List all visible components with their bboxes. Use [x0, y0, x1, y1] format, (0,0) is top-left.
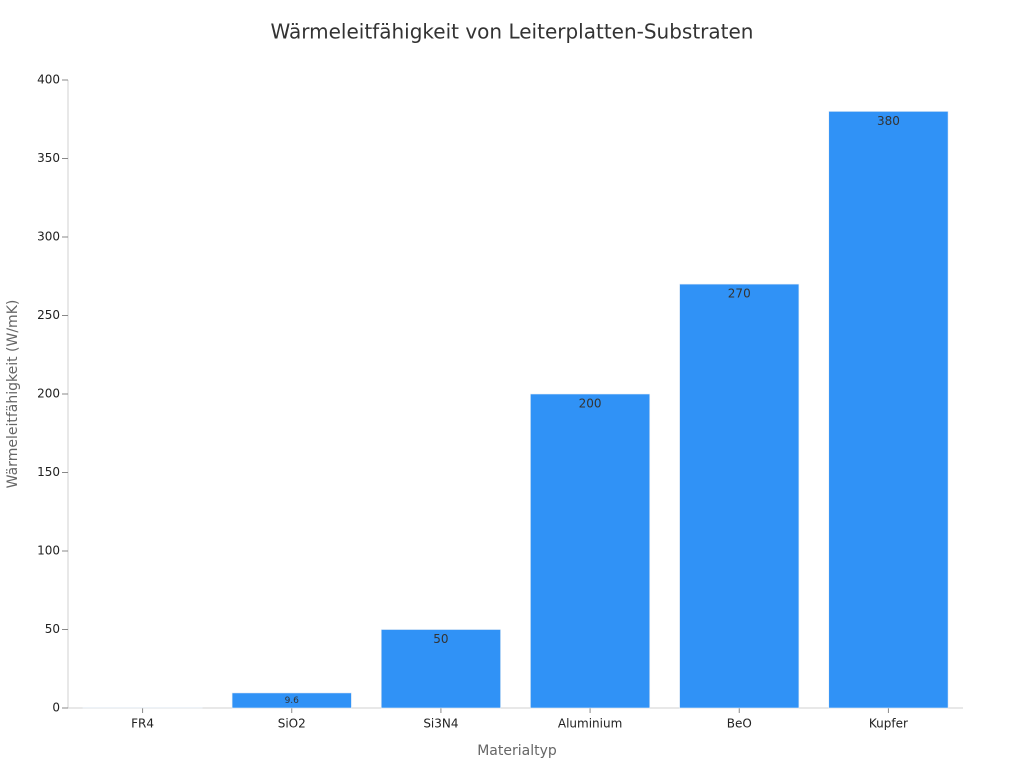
- x-axis-label: Materialtyp: [477, 743, 557, 759]
- y-tick-label: 300: [37, 230, 60, 244]
- x-tick-label: Kupfer: [869, 717, 908, 731]
- bar: [231, 692, 352, 709]
- chart-title: Wärmeleitfähigkeit von Leiterplatten-Sub…: [271, 20, 754, 44]
- y-tick-label: 250: [37, 308, 60, 322]
- y-tick-label: 200: [37, 387, 60, 401]
- y-tick-label: 0: [52, 701, 60, 715]
- x-tick-label: FR4: [131, 717, 154, 731]
- y-tick-label: 50: [45, 622, 60, 636]
- value-label: 270: [728, 287, 751, 301]
- x-tick-label: SiO2: [278, 717, 306, 731]
- value-label: 50: [433, 632, 448, 646]
- bar: [828, 111, 949, 709]
- bar: [530, 393, 651, 709]
- x-tick-label: Si3N4: [423, 717, 458, 731]
- y-tick-label: 150: [37, 465, 60, 479]
- bar: [679, 283, 800, 709]
- y-axis-label: Wärmeleitfähigkeit (W/mK): [5, 300, 21, 489]
- value-label: 380: [877, 114, 900, 128]
- value-label: 200: [579, 397, 602, 411]
- x-tick-label: Aluminium: [558, 717, 622, 731]
- value-label: 9.6: [285, 696, 300, 706]
- y-tick-label: 350: [37, 151, 60, 165]
- x-tick-label: BeO: [727, 717, 752, 731]
- y-tick-label: 400: [37, 73, 60, 87]
- bar: [380, 629, 501, 709]
- y-tick-label: 100: [37, 544, 60, 558]
